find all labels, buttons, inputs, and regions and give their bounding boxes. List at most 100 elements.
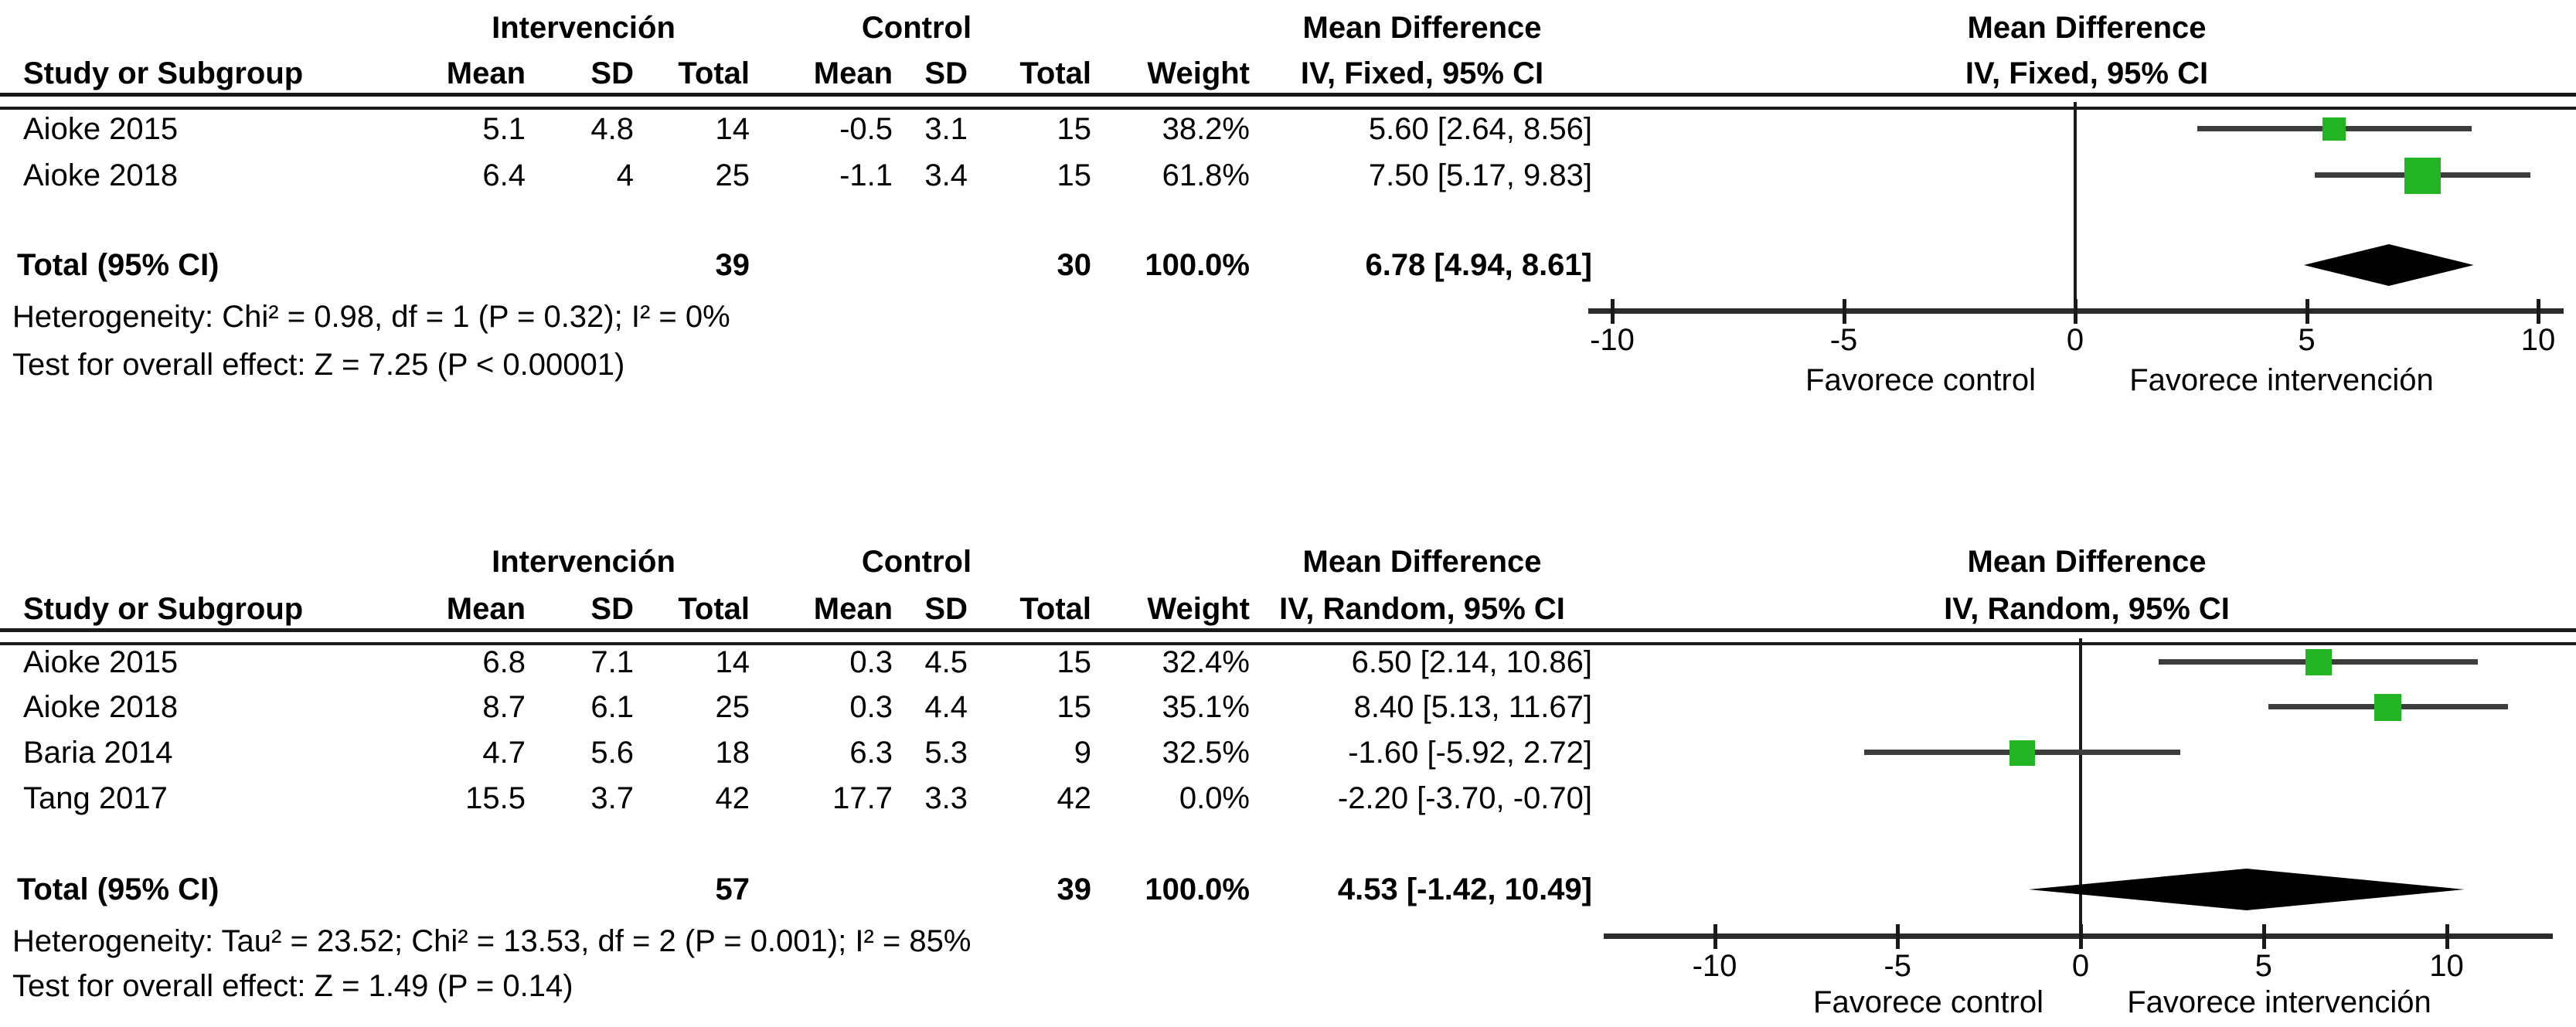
graph-header-line1: Mean Difference	[1967, 11, 2207, 45]
study-weight: 35.1%	[1162, 690, 1250, 724]
total-ci: 6.78 [4.94, 8.61]	[1365, 248, 1592, 282]
graph-header-line2: IV, Random, 95% CI	[1944, 592, 2230, 626]
sd1-column-header: SD	[590, 592, 634, 626]
study-sd-intervention: 3.7	[590, 781, 634, 815]
total-ci: 4.53 [-1.42, 10.49]	[1337, 872, 1592, 906]
axis-tick-label: 5	[2298, 323, 2316, 357]
axis-tick-label: 10	[2429, 949, 2464, 983]
study-weight-marker	[2374, 693, 2402, 721]
axis-tick-label: -10	[1692, 949, 1737, 983]
axis-tick	[2261, 924, 2266, 949]
axis-tick-label: -5	[1829, 323, 1858, 357]
study-name: Baria 2014	[23, 736, 173, 770]
graph-header-line2: IV, Fixed, 95% CI	[1965, 56, 2209, 90]
mean1-column-header: Mean	[446, 592, 526, 626]
mean1-column-header: Mean	[446, 56, 526, 90]
header-rule	[0, 628, 2576, 645]
study-weight-marker	[2322, 117, 2346, 141]
group-header-control: Control	[861, 11, 972, 45]
study-mean-intervention: 5.1	[482, 112, 526, 146]
axis-tick	[1713, 924, 1717, 949]
study-ci-text: 8.40 [5.13, 11.67]	[1353, 690, 1592, 724]
axis-tick	[1842, 299, 1846, 324]
study-ci-text: -1.60 [-5.92, 2.72]	[1348, 736, 1592, 770]
forest-panel-fixed: Intervención Control Mean Difference Mea…	[0, 0, 2576, 510]
study-sd-control: 3.1	[924, 112, 968, 146]
group-header-control: Control	[861, 545, 972, 579]
axis-tick-label: 5	[2254, 949, 2272, 983]
total-n1: 39	[715, 248, 750, 282]
study-total-control: 42	[1057, 781, 1092, 815]
x-axis-line	[1604, 933, 2553, 939]
study-total-control: 15	[1057, 645, 1092, 679]
study-sd-control: 5.3	[924, 736, 968, 770]
heterogeneity-text: Heterogeneity: Tau² = 23.52; Chi² = 13.5…	[12, 924, 972, 958]
study-mean-control: 17.7	[832, 781, 893, 815]
study-weight: 0.0%	[1179, 781, 1250, 815]
effect-header-line1: Mean Difference	[1302, 545, 1542, 579]
study-weight-marker	[2404, 157, 2441, 194]
study-total-intervention: 18	[715, 736, 750, 770]
study-ci-text: 5.60 [2.64, 8.56]	[1368, 112, 1592, 146]
total1-column-header: Total	[678, 56, 750, 90]
axis-tick-label: 10	[2520, 323, 2556, 357]
effect-header-line2: IV, Random, 95% CI	[1279, 592, 1565, 626]
total-weight: 100.0%	[1145, 872, 1250, 906]
axis-tick-label: -10	[1590, 323, 1635, 357]
sd2-column-header: SD	[924, 592, 968, 626]
axis-tick	[2079, 924, 2083, 949]
study-mean-control: -1.1	[839, 158, 893, 192]
axis-tick	[1611, 299, 1615, 324]
study-mean-intervention: 6.4	[482, 158, 526, 192]
study-total-intervention: 14	[715, 112, 750, 146]
study-mean-intervention: 4.7	[482, 736, 526, 770]
study-name: Aioke 2015	[23, 112, 179, 146]
study-total-control: 15	[1057, 112, 1092, 146]
study-total-intervention: 25	[715, 158, 750, 192]
total2-column-header: Total	[1019, 56, 1091, 90]
study-mean-control: -0.5	[839, 112, 893, 146]
study-weight: 38.2%	[1162, 112, 1250, 146]
favor-right-label: Favorece intervención	[2127, 985, 2431, 1019]
study-mean-intervention: 8.7	[482, 690, 526, 724]
sd1-column-header: SD	[590, 56, 634, 90]
total1-column-header: Total	[678, 592, 750, 626]
heterogeneity-text: Heterogeneity: Chi² = 0.98, df = 1 (P = …	[12, 300, 730, 334]
total-n1: 57	[715, 872, 750, 906]
total2-column-header: Total	[1019, 592, 1091, 626]
zero-effect-line	[2079, 638, 2082, 939]
study-ci-text: -2.20 [-3.70, -0.70]	[1337, 781, 1592, 815]
graph-header-line1: Mean Difference	[1967, 545, 2207, 579]
total-label: Total (95% CI)	[17, 872, 219, 906]
mean2-column-header: Mean	[813, 592, 893, 626]
axis-tick-label: 0	[2066, 323, 2084, 357]
zero-effect-line	[2074, 102, 2077, 314]
study-sd-control: 4.4	[924, 690, 968, 724]
study-mean-control: 0.3	[849, 645, 893, 679]
study-sd-intervention: 5.6	[590, 736, 634, 770]
study-total-control: 15	[1057, 158, 1092, 192]
study-mean-intervention: 15.5	[465, 781, 526, 815]
sd2-column-header: SD	[924, 56, 968, 90]
study-total-control: 15	[1057, 690, 1092, 724]
total-weight: 100.0%	[1145, 248, 1250, 282]
study-ci-text: 6.50 [2.14, 10.86]	[1351, 645, 1592, 679]
total-n2: 39	[1057, 872, 1092, 906]
study-name: Aioke 2018	[23, 158, 179, 192]
study-weight: 32.5%	[1162, 736, 1250, 770]
study-sd-control: 3.3	[924, 781, 968, 815]
effect-header-line2: IV, Fixed, 95% CI	[1300, 56, 1544, 90]
study-total-intervention: 25	[715, 690, 750, 724]
favor-right-label: Favorece intervención	[2129, 363, 2434, 397]
study-weight-marker	[2305, 649, 2332, 675]
axis-tick	[2537, 299, 2540, 324]
study-total-intervention: 42	[715, 781, 750, 815]
axis-tick	[1896, 924, 1901, 949]
group-header-intervention: Intervención	[492, 11, 675, 45]
study-total-intervention: 14	[715, 645, 750, 679]
favor-left-label: Favorece control	[1805, 363, 2036, 397]
total-label: Total (95% CI)	[17, 248, 219, 282]
axis-tick-label: 0	[2071, 949, 2090, 983]
favor-left-label: Favorece control	[1813, 985, 2043, 1019]
